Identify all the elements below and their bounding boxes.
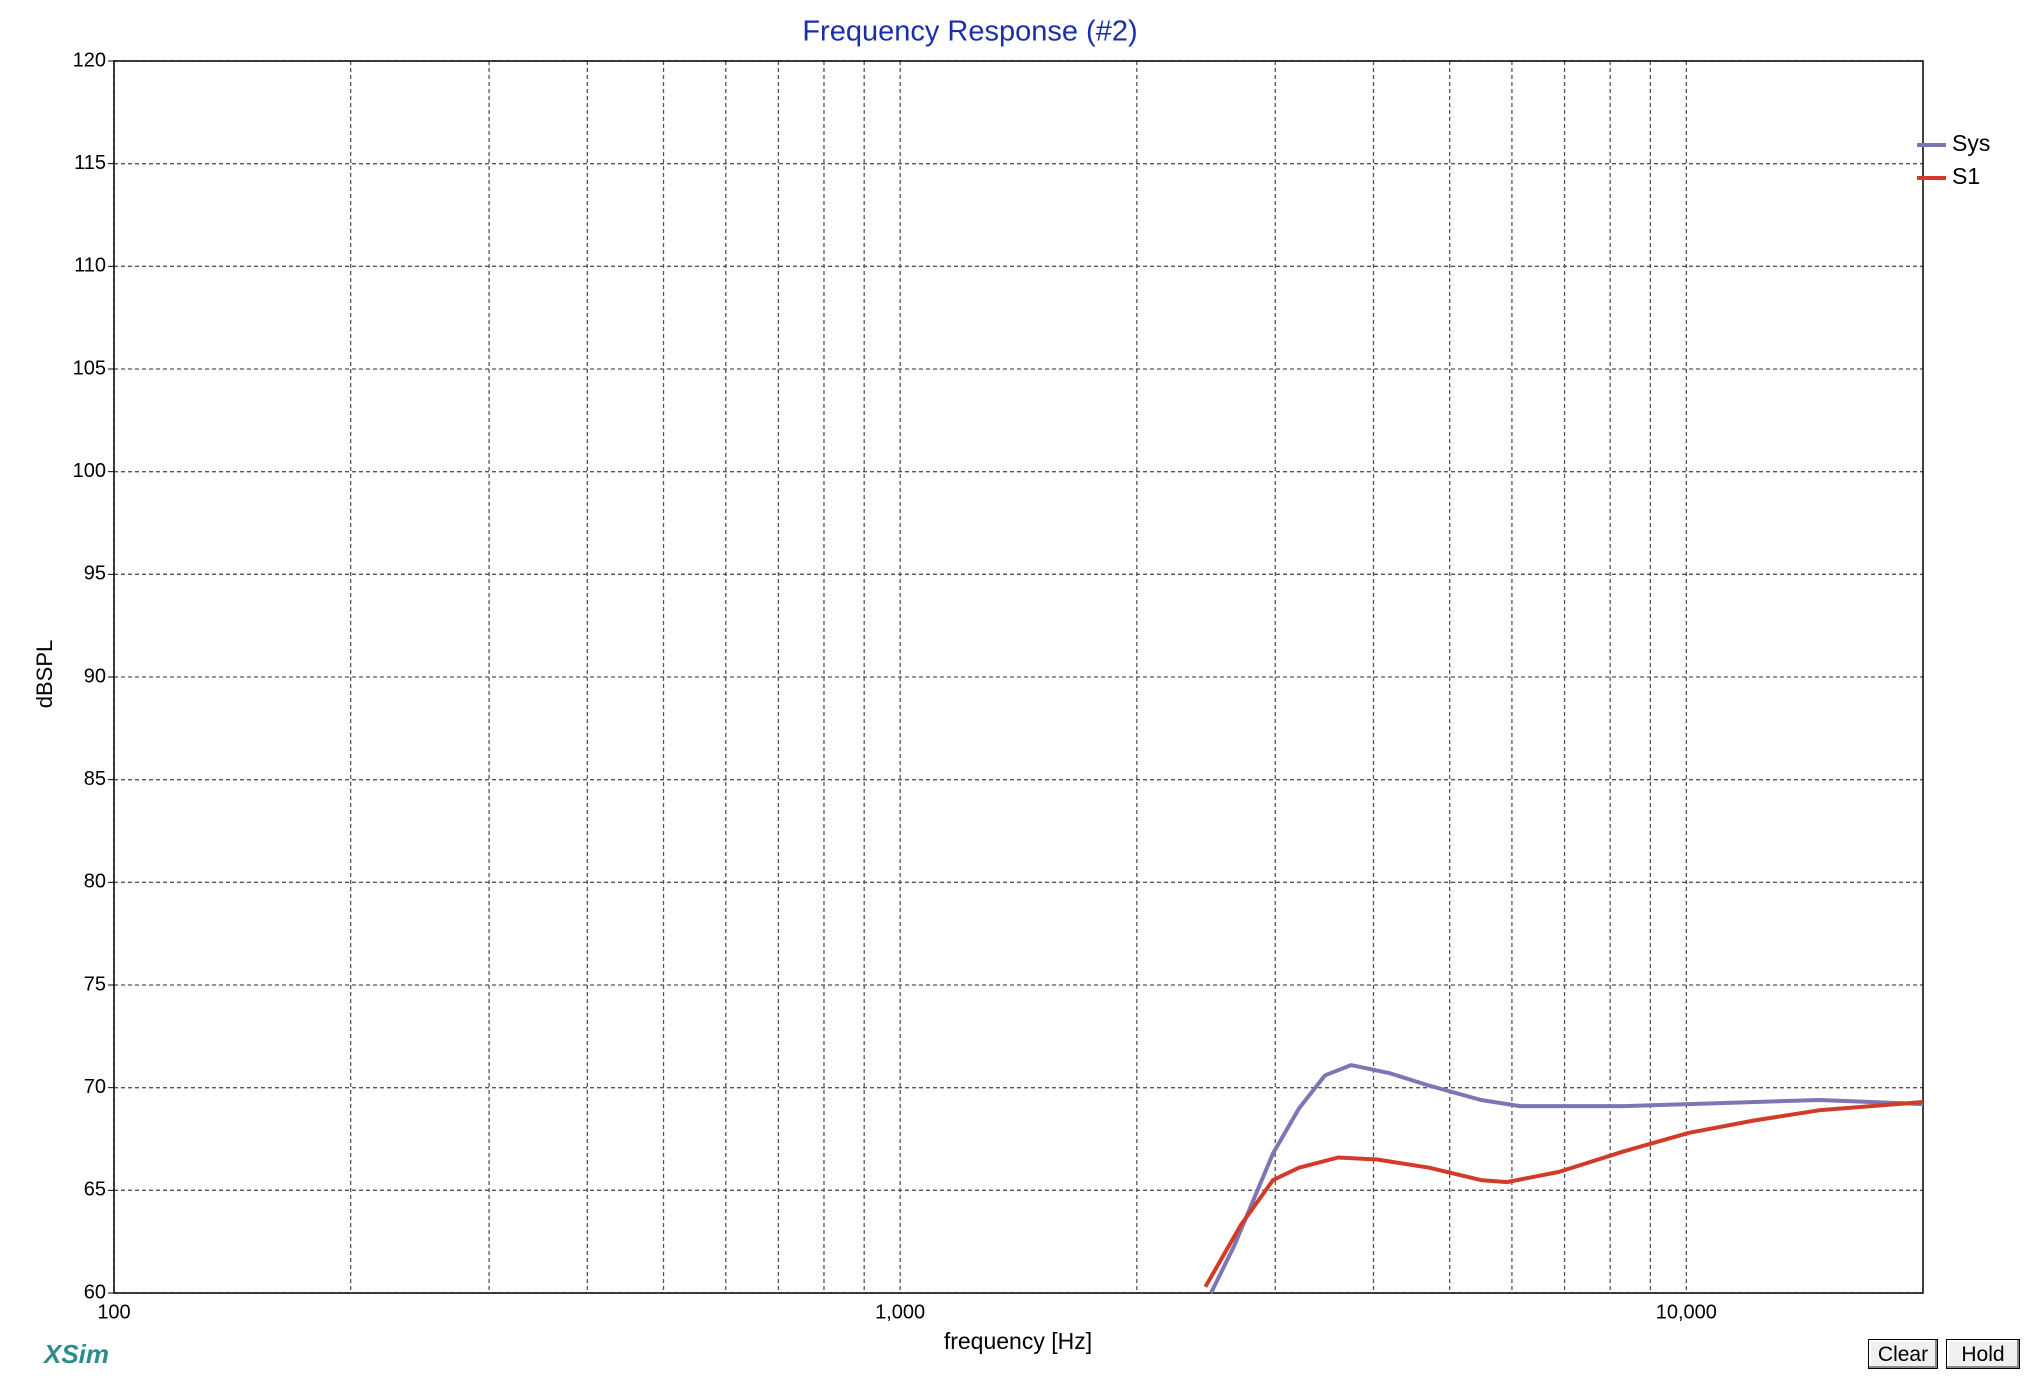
x-axis-label: frequency [Hz] bbox=[944, 1328, 1092, 1354]
hold-button[interactable]: Hold bbox=[1946, 1339, 2020, 1369]
x-tick-label: 100 bbox=[97, 1301, 130, 1323]
y-tick-label: 90 bbox=[84, 665, 106, 687]
series-line bbox=[1203, 1100, 1924, 1288]
series-line bbox=[1209, 1063, 1924, 1294]
legend-label: Sys bbox=[1952, 130, 1990, 156]
y-tick-label: 70 bbox=[84, 1076, 106, 1098]
y-tick-label: 75 bbox=[84, 973, 106, 995]
y-axis-label: dBSPL bbox=[32, 640, 57, 709]
y-tick-label: 105 bbox=[73, 357, 106, 379]
app-logo: XSim bbox=[42, 1339, 109, 1369]
y-tick-label: 120 bbox=[73, 49, 106, 71]
y-tick-label: 80 bbox=[84, 871, 106, 893]
y-tick-label: 115 bbox=[74, 152, 106, 174]
y-tick-label: 65 bbox=[84, 1179, 106, 1201]
y-tick-label: 60 bbox=[84, 1281, 106, 1303]
x-tick-label: 1,000 bbox=[875, 1301, 925, 1323]
y-tick-label: 85 bbox=[84, 768, 106, 790]
y-tick-label: 100 bbox=[73, 460, 106, 482]
y-tick-label: 95 bbox=[84, 563, 106, 585]
clear-button[interactable]: Clear bbox=[1868, 1339, 1938, 1369]
y-tick-label: 110 bbox=[74, 255, 106, 277]
x-tick-label: 10,000 bbox=[1656, 1301, 1717, 1323]
chart-title: Frequency Response (#2) bbox=[802, 16, 1137, 48]
legend-label: S1 bbox=[1952, 163, 1980, 189]
plot-frame bbox=[113, 60, 1924, 1294]
